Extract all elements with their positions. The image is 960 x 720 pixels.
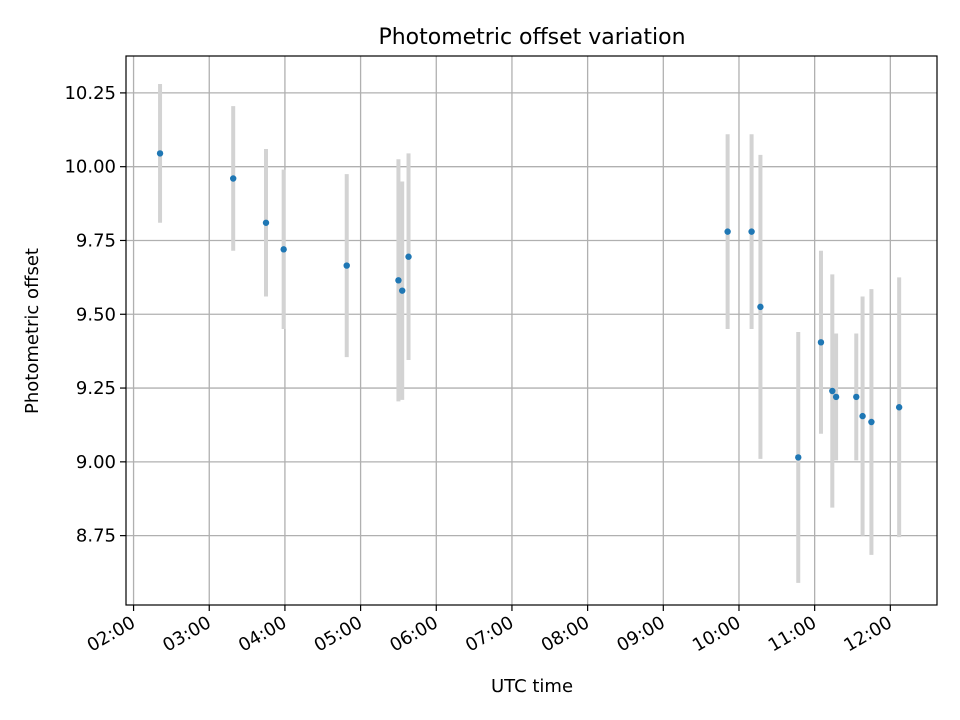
data-point [795,454,802,461]
data-point [748,228,755,235]
y-tick-label: 9.00 [76,452,116,473]
data-point [399,287,406,294]
data-point [405,253,412,260]
plot-frame [125,55,938,606]
y-tick-label: 9.50 [76,304,116,325]
x-tick-label: 08:00 [538,612,593,656]
x-tick-label: 11:00 [765,612,820,656]
data-point [343,262,350,269]
data-point [724,228,731,235]
chart-title: Photometric offset variation [378,25,685,50]
x-tick-label: 09:00 [613,612,668,656]
data-point [832,393,840,401]
data-point [156,150,164,157]
data-point [757,303,764,311]
data-point [895,404,903,411]
y-tick-label: 8.75 [76,526,116,547]
data-point [859,412,866,420]
data-point [280,246,287,253]
data-point [395,277,402,284]
x-tick-label: 07:00 [462,612,517,656]
data-point [817,339,825,346]
data-point [829,387,836,395]
x-tick-label: 02:00 [84,612,139,656]
x-tick-label: 05:00 [311,612,366,656]
data-point [868,418,875,426]
x-axis-label: UTC time [491,676,573,697]
data-point [230,175,237,182]
y-axis-label: Photometric offset [22,248,43,414]
x-tick-label: 03:00 [159,612,214,656]
data-point [262,219,270,226]
x-tick-label: 10:00 [689,612,744,656]
x-tick-label: 06:00 [386,612,441,656]
y-tick-label: 10.25 [64,83,116,104]
x-tick-label: 12:00 [840,612,895,656]
y-tick-label: 10.00 [64,157,116,178]
y-tick-label: 9.75 [76,230,116,251]
data-point [853,393,860,401]
y-tick-label: 9.25 [76,378,116,399]
x-tick-label: 04:00 [235,612,290,656]
